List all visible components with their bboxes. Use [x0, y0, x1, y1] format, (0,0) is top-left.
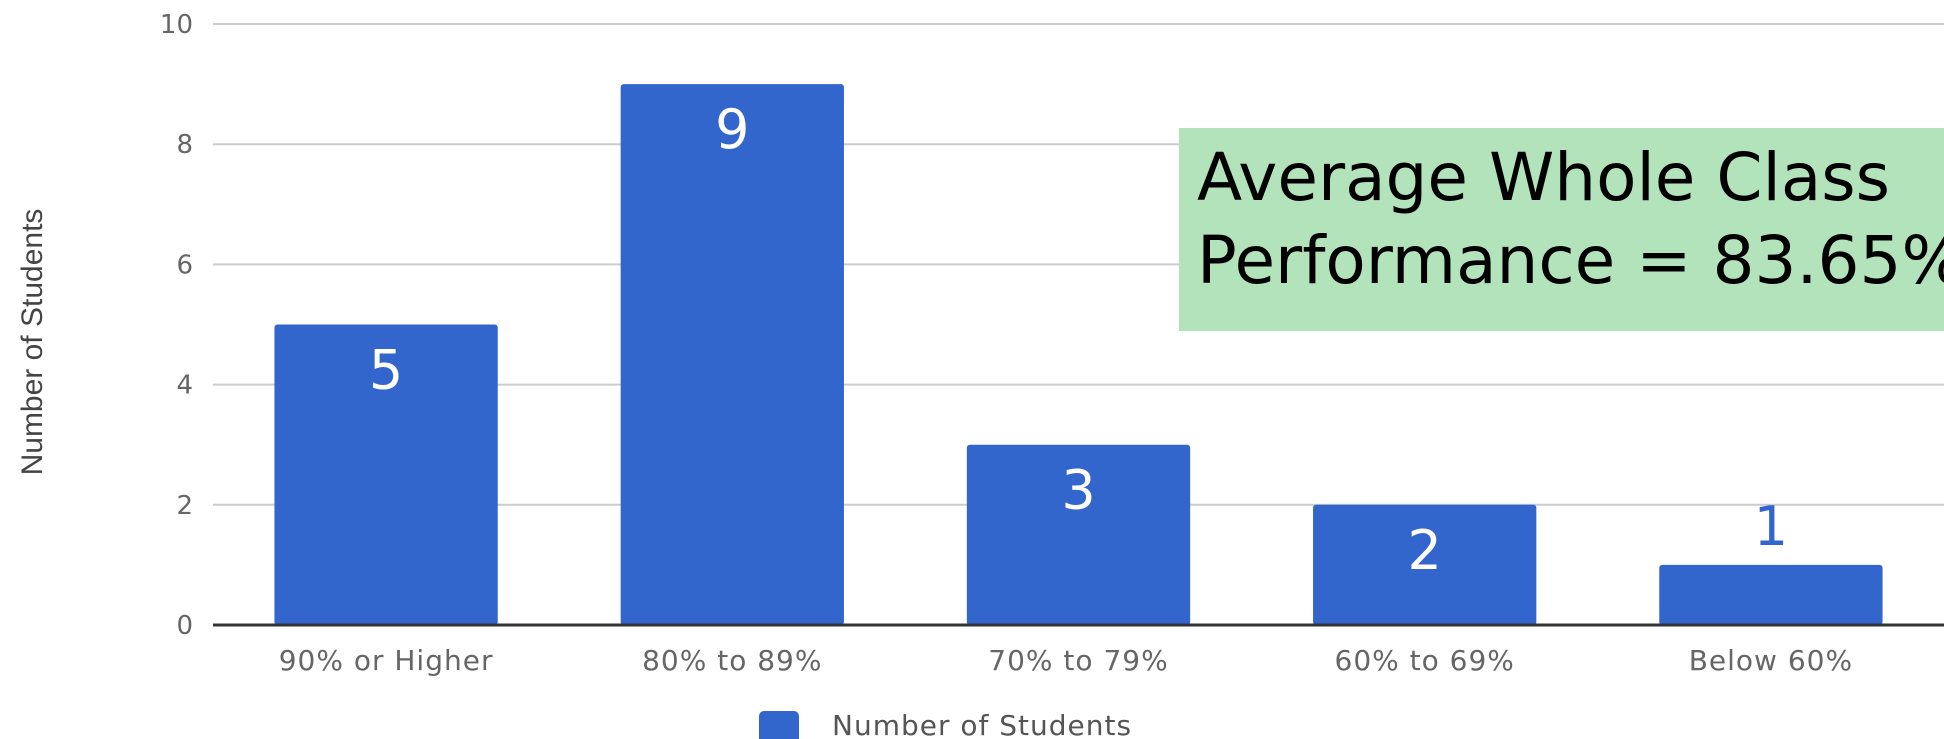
legend-swatch: [759, 711, 799, 739]
bar: [620, 84, 844, 626]
x-axis: 90% or Higher 80% to 89% 70% to 79% 60% to …: [213, 623, 1944, 677]
y-tick-label: 6: [176, 250, 193, 280]
bars: [274, 84, 1883, 626]
bar: [966, 444, 1191, 625]
bar: [1659, 564, 1883, 625]
y-tick-label: 4: [176, 371, 193, 401]
x-tick-label: 90% or Higher: [279, 644, 494, 677]
legend: Number of Students: [759, 709, 1132, 739]
y-tick-label: 10: [160, 10, 193, 40]
data-label: 5: [369, 339, 403, 402]
annotation-line-1: Average Whole Class: [1197, 139, 1891, 216]
x-tick-label: 60% to 69%: [1335, 644, 1515, 677]
bar: [274, 324, 498, 625]
x-tick-label: Below 60%: [1689, 644, 1853, 677]
y-tick-label: 2: [176, 491, 193, 521]
data-label: 9: [715, 98, 749, 161]
y-axis-label: Number of Students: [16, 209, 49, 476]
legend-label: Number of Students: [832, 709, 1132, 739]
y-tick-label: 0: [176, 611, 193, 641]
data-label: 1: [1754, 495, 1788, 558]
average-annotation: Average Whole Class Performance = 83.65%: [1179, 128, 1944, 331]
bar: [1313, 504, 1537, 625]
data-label: 3: [1061, 459, 1095, 522]
y-tick-label: 8: [176, 130, 193, 160]
x-tick-label: 80% to 89%: [642, 644, 822, 677]
data-labels: 5 9 3 2 1: [369, 98, 1788, 582]
x-tick-label: 70% to 79%: [988, 644, 1168, 677]
data-label: 2: [1408, 519, 1442, 582]
annotation-line-2: Performance = 83.65%: [1197, 222, 1944, 299]
